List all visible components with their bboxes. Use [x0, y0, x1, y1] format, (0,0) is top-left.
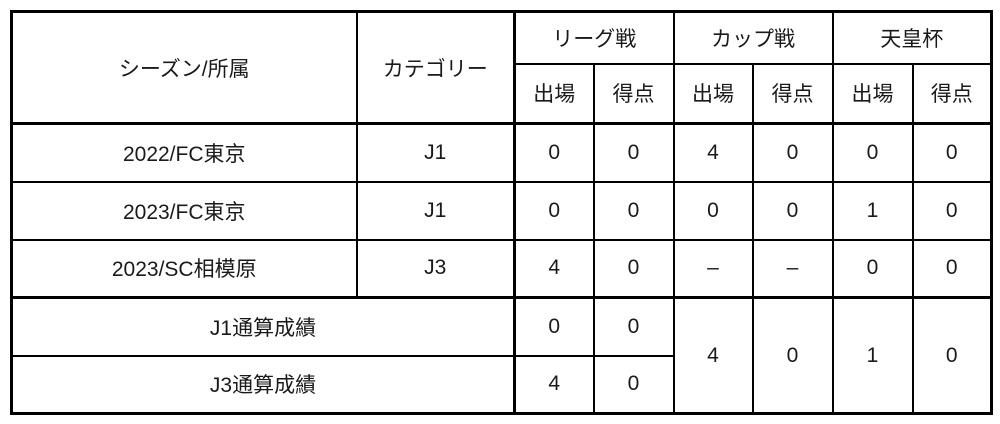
league-goals-header: 得点: [592, 62, 675, 125]
table-row: 2023/FC東京 J1 0 0 0 0 1 0: [10, 180, 993, 241]
league-apps-cell: 0: [513, 122, 595, 183]
table-row: 2023/SC相模原 J3 4 0 – – 0 0: [10, 238, 993, 299]
cup-goals-cell: 0: [751, 122, 834, 183]
league-goals-cell: 0: [592, 180, 675, 241]
emperor-goals-cell: 0: [911, 180, 993, 241]
season-club-cell: 2022/FC東京: [10, 122, 358, 183]
emperor-goals-cell: 0: [911, 122, 993, 183]
table-row: 2022/FC東京 J1 0 0 4 0 0 0: [10, 122, 993, 183]
league-goals-cell: 0: [592, 238, 675, 299]
cup-apps-cell: –: [672, 238, 754, 299]
cup-apps-cell: 0: [672, 180, 754, 241]
league-apps-total-cell: 0: [513, 296, 595, 357]
emperor-apps-cell: 1: [831, 180, 914, 241]
emperor-goals-total-cell: 0: [911, 296, 993, 415]
cup-goals-header: 得点: [751, 62, 834, 125]
emperor-apps-cell: 0: [831, 238, 914, 299]
league-apps-cell: 4: [513, 238, 595, 299]
league-apps-total-cell: 4: [513, 354, 595, 415]
cup-apps-total-cell: 4: [672, 296, 754, 415]
emperor-apps-header: 出場: [831, 62, 914, 125]
category-cell: J1: [355, 180, 516, 241]
season-club-cell: 2023/FC東京: [10, 180, 358, 241]
totals-label: J3通算成績: [10, 354, 516, 415]
emperor-goals-header: 得点: [911, 62, 993, 125]
totals-label: J1通算成績: [10, 296, 516, 357]
league-apps-cell: 0: [513, 180, 595, 241]
totals-row-j1: J1通算成績 0 0 4 0 1 0: [10, 296, 993, 415]
category-header: カテゴリー: [355, 10, 516, 125]
league-apps-header: 出場: [513, 62, 595, 125]
header-row-subcolumns: 出場 得点 出場 得点 出場 得点: [12, 62, 993, 125]
season-club-cell: 2023/SC相模原: [10, 238, 358, 299]
emperor-apps-cell: 0: [831, 122, 914, 183]
league-goals-total-cell: 0: [592, 354, 675, 415]
cup-apps-cell: 4: [672, 122, 754, 183]
emperor-cup-group-header: 天皇杯: [831, 10, 993, 65]
category-cell: J1: [355, 122, 516, 183]
category-cell: J3: [355, 238, 516, 299]
league-goals-total-cell: 0: [592, 296, 675, 357]
cup-apps-header: 出場: [672, 62, 754, 125]
cup-goals-total-cell: 0: [751, 296, 834, 415]
cup-goals-cell: 0: [751, 180, 834, 241]
totals-row-j3: J3通算成績 4 0: [10, 354, 992, 415]
cup-goals-cell: –: [751, 238, 834, 299]
header-row-groups: シーズン/所属 カテゴリー リーグ戦 カップ戦 天皇杯: [10, 10, 993, 125]
season-club-header: シーズン/所属: [10, 10, 358, 125]
emperor-goals-cell: 0: [911, 238, 993, 299]
cup-group-header: カップ戦: [672, 10, 834, 65]
emperor-apps-total-cell: 1: [831, 296, 914, 415]
stats-table: シーズン/所属 カテゴリー リーグ戦 カップ戦 天皇杯 出場 得点 出場 得点 …: [10, 10, 993, 415]
league-goals-cell: 0: [592, 122, 675, 183]
league-group-header: リーグ戦: [513, 10, 675, 65]
